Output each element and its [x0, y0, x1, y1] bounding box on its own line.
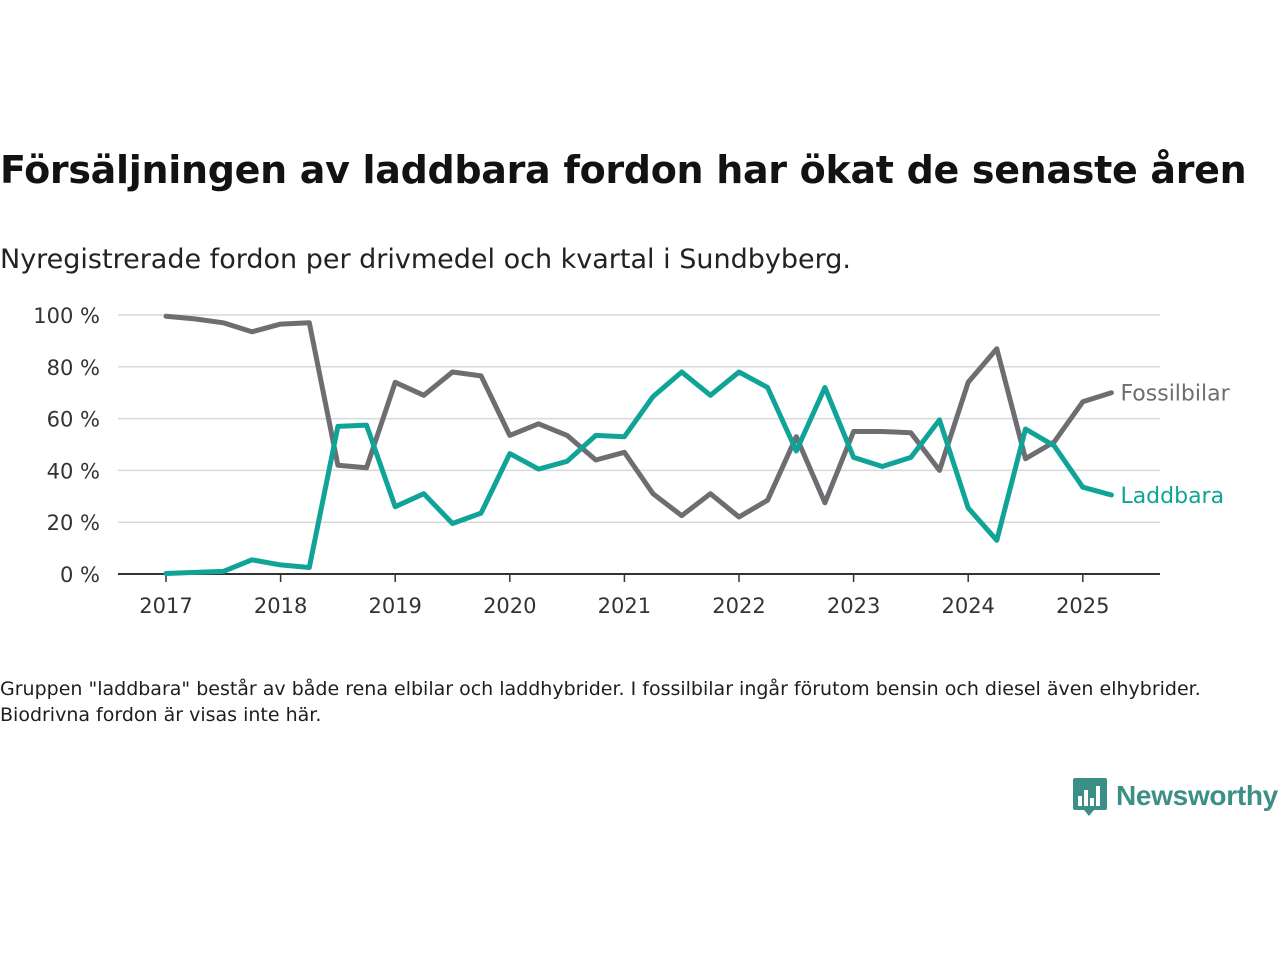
y-tick-label: 20 %: [47, 511, 100, 535]
x-axis: 2017 2018 2019 2020 2021 2022 2023 2024 2025: [118, 573, 1160, 618]
series-label: Laddbara: [1120, 484, 1224, 509]
brand-name: Newsworthy: [1116, 780, 1278, 811]
x-tick-label: 2022: [712, 594, 765, 618]
brand-logo[interactable]: Newsworthy: [1072, 774, 1278, 818]
series-line-fossilbilar: [163, 313, 1114, 520]
series-label: Fossilbilar: [1120, 382, 1230, 407]
x-tick-label: 2019: [368, 594, 421, 618]
line-chart: 0 % 20 % 40 % 60 % 80 % 100 % 2017 2018 2019 202…: [33, 304, 1230, 618]
y-tick-label: 60 %: [47, 408, 100, 432]
chart-title: Försäljningen av laddbara fordon har öka…: [0, 148, 1247, 192]
footnote: Gruppen "laddbara" består av både rena e…: [0, 678, 1201, 726]
x-tick-label: 2018: [254, 594, 307, 618]
series-labels: Fossilbilar Laddbara: [1120, 382, 1230, 509]
y-tick-label: 0 %: [60, 563, 100, 587]
series-line-laddbara: [163, 369, 1114, 576]
y-tick-label: 40 %: [47, 459, 100, 483]
x-tick-label: 2024: [941, 594, 994, 618]
x-tick-label: 2021: [598, 594, 651, 618]
y-axis: 0 % 20 % 40 % 60 % 80 % 100 %: [33, 304, 100, 587]
y-tick-label: 100 %: [33, 304, 100, 328]
series-lines: [163, 313, 1114, 576]
x-tick-label: 2017: [139, 594, 192, 618]
chart-subtitle: Nyregistrerade fordon per drivmedel och …: [0, 244, 851, 275]
x-tick-label: 2023: [827, 594, 880, 618]
x-tick-label: 2025: [1056, 594, 1109, 618]
x-tick-label: 2020: [483, 594, 536, 618]
y-tick-label: 80 %: [47, 356, 100, 380]
newsworthy-logo-icon: [1073, 778, 1107, 816]
